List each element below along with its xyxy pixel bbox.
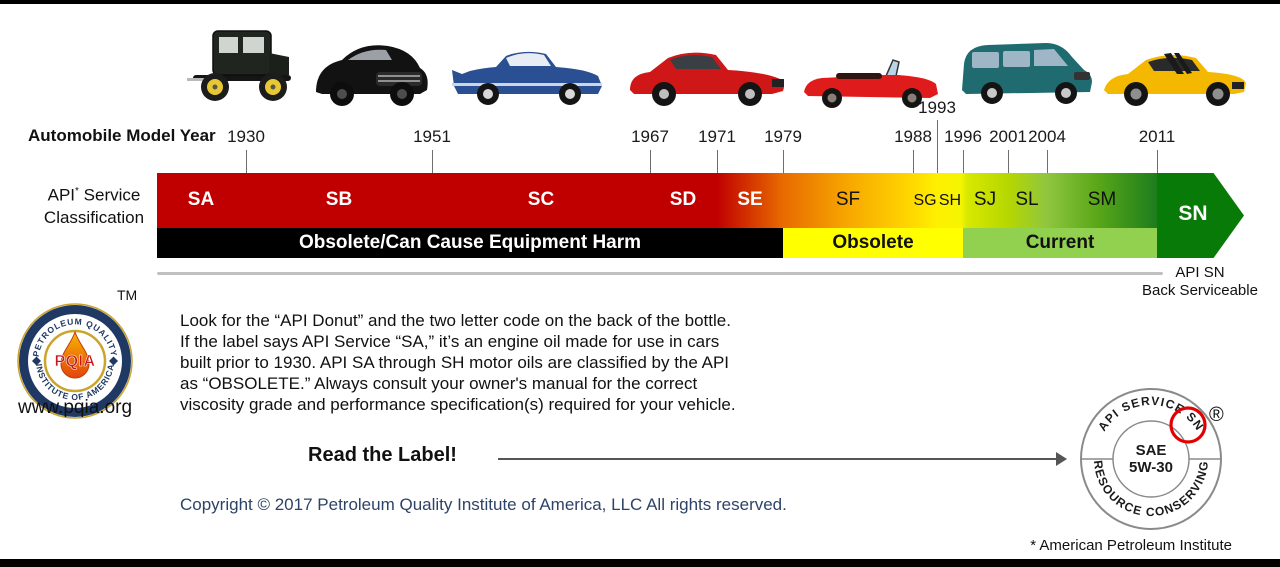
segment-label-sd: SD <box>669 189 697 210</box>
segment-label-sb: SB <box>325 189 353 210</box>
year-label-2004: 2004 <box>1028 127 1066 146</box>
top-border <box>0 0 1280 4</box>
api-asterisk: * <box>75 186 79 197</box>
body-line-5: viscosity grade and performance specific… <box>180 395 736 414</box>
segment-label-sl: SL <box>1015 189 1039 210</box>
year-label-1971: 1971 <box>698 127 736 146</box>
year-label-2001: 2001 <box>989 127 1027 146</box>
year-label-1967: 1967 <box>631 127 669 146</box>
status-bar-obsolete-harm: Obsolete/Can Cause Equipment Harm <box>157 228 783 258</box>
year-label-1951: 1951 <box>413 127 451 146</box>
segment-label-sa: SA <box>187 189 215 210</box>
classification-bar <box>157 173 1157 228</box>
body-paragraph: Look for the “API Donut” and the two let… <box>180 310 800 415</box>
model-year-title: Automobile Model Year <box>28 126 216 145</box>
donut-sae: SAE <box>1136 442 1167 459</box>
blue-tailfin-car-1958-icon <box>448 34 606 113</box>
pointer-line <box>498 458 1056 460</box>
back-serviceable-line1: API SN <box>1175 264 1225 281</box>
segment-label-sg: SG <box>913 192 937 209</box>
status-bar-current: Current <box>963 228 1157 258</box>
back-serviceable-line2: Back Serviceable <box>1142 282 1258 299</box>
segment-label-se: SE <box>737 189 763 210</box>
read-the-label-heading: Read the Label! <box>308 444 457 466</box>
antique-car-1930-icon <box>185 23 295 113</box>
segment-label-sf: SF <box>835 189 861 210</box>
year-label-2011: 2011 <box>1138 127 1176 146</box>
yellow-sports-car-icon <box>1098 32 1250 113</box>
classification-title-line2: Classification <box>43 207 145 227</box>
status-bar-obsolete: Obsolete <box>783 228 963 258</box>
black-sedan-1951-icon <box>308 30 433 113</box>
red-highlight-circle <box>1169 406 1207 444</box>
logo-monogram: PQIA <box>54 353 95 370</box>
segment-label-sj: SJ <box>973 189 997 210</box>
trademark-label: TM <box>117 287 138 303</box>
body-line-4: as “OBSOLETE.” Always consult your owner… <box>180 374 698 393</box>
back-serviceable-line <box>157 272 1163 275</box>
logo-diamond-left <box>32 356 41 366</box>
year-label-1930: 1930 <box>227 127 265 146</box>
pqia-url: www.pqia.org <box>17 397 133 418</box>
body-line-1: Look for the “API Donut” and the two let… <box>180 311 731 330</box>
footnote-api: * American Petroleum Institute <box>1030 537 1232 554</box>
back-serviceable-label: API SN Back Serviceable <box>1135 264 1265 300</box>
api-donut: API SERVICE SN RESOURCE CONSERVING SAE 5… <box>1078 386 1224 537</box>
sn-arrow-label: SN <box>1178 202 1208 225</box>
year-label-1993: 1993 <box>918 98 956 117</box>
logo-diamond-right <box>109 356 118 366</box>
segment-label-sm: SM <box>1087 189 1117 210</box>
classification-title-line1: API* Service <box>47 185 141 205</box>
segment-label-sh: SH <box>938 192 962 209</box>
pointer-arrowhead-icon <box>1056 452 1067 466</box>
classification-title: API* Service Classification <box>30 181 158 229</box>
body-line-2: If the label says API Service “SA,” it’s… <box>180 332 720 351</box>
pqia-logo: PETROLEUM QUALITY INSTITUTE OF AMERICA P… <box>16 302 134 425</box>
body-line-3: built prior to 1930. API SA through SH m… <box>180 353 730 372</box>
year-label-1979: 1979 <box>764 127 802 146</box>
year-label-1996: 1996 <box>944 127 982 146</box>
copyright-text: Copyright © 2017 Petroleum Quality Insti… <box>180 495 787 514</box>
registered-mark: ® <box>1209 404 1224 426</box>
donut-grade: 5W-30 <box>1129 459 1173 476</box>
bottom-border <box>0 559 1280 567</box>
segment-label-sc: SC <box>527 189 555 210</box>
oil-drop-icon <box>60 330 90 379</box>
red-convertible-icon <box>798 40 943 113</box>
year-label-1988: 1988 <box>894 127 932 146</box>
red-muscle-car-1967-icon <box>622 32 790 113</box>
teal-minivan-icon <box>952 26 1100 113</box>
